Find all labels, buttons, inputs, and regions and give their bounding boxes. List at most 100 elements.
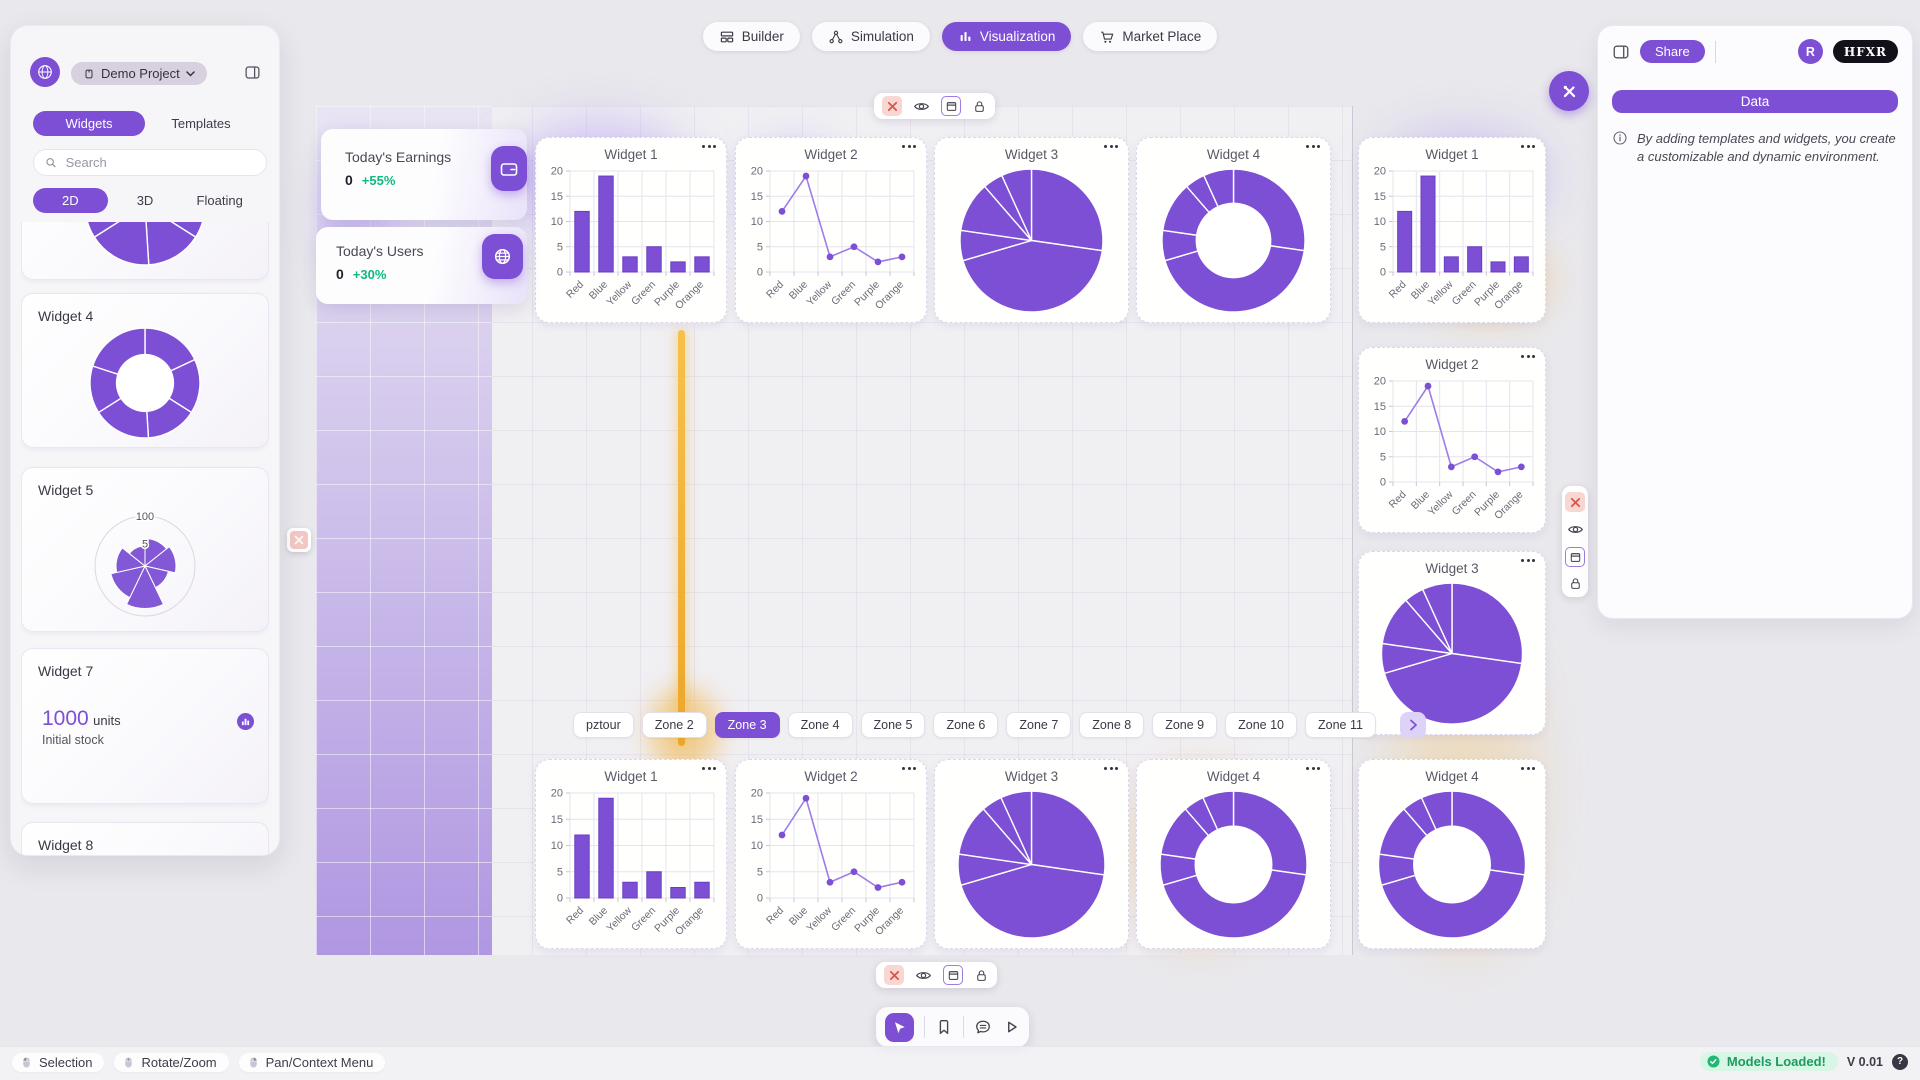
nav-visualization[interactable]: Visualization <box>941 22 1072 51</box>
svg-text:Yellow: Yellow <box>1426 488 1456 518</box>
zone-tab-zone-10[interactable]: Zone 10 <box>1225 712 1297 738</box>
svg-text:0: 0 <box>1380 267 1386 279</box>
zones-next-button[interactable] <box>1399 712 1426 738</box>
zone-tab-zone-5[interactable]: Zone 5 <box>860 712 926 738</box>
svg-text:Yellow: Yellow <box>804 278 834 308</box>
svg-text:Yellow: Yellow <box>604 278 634 308</box>
lock-button[interactable] <box>974 968 989 983</box>
builder-icon <box>719 29 735 45</box>
canvas-widget[interactable]: Widget 1 0 5 10 15 20 Red Blue Yellow Green Purpl… <box>1358 137 1546 323</box>
project-selector[interactable]: Demo Project <box>71 62 207 85</box>
canvas-widget[interactable]: Widget 2 0 5 10 15 20 Red Blue Yellow Green Purpl… <box>735 759 927 949</box>
stat-card-users[interactable]: Today's Users 0 +30% <box>316 227 527 304</box>
zone-tab-zone-3[interactable]: Zone 3 <box>714 712 780 738</box>
widget-menu-button[interactable] <box>902 145 916 148</box>
select-tool-button[interactable] <box>885 1012 914 1042</box>
svg-text:10: 10 <box>751 216 763 228</box>
comment-button[interactable] <box>974 1018 992 1036</box>
canvas-widget[interactable]: Widget 1 0 5 10 15 20 Red Blue Yellow Green Purpl… <box>535 759 727 949</box>
svg-text:15: 15 <box>1374 401 1386 413</box>
zone-tab-zone-9[interactable]: Zone 9 <box>1152 712 1218 738</box>
widget-menu-button[interactable] <box>702 145 716 148</box>
canvas-widget[interactable]: Widget 4 <box>1358 759 1546 949</box>
visibility-button[interactable] <box>913 98 930 115</box>
zone-tab-zone-2[interactable]: Zone 2 <box>641 712 707 738</box>
widget-menu-button[interactable] <box>1521 559 1535 562</box>
delete-button[interactable] <box>882 96 902 116</box>
mini-close-card[interactable] <box>287 528 311 552</box>
data-button[interactable]: Data <box>1612 90 1898 113</box>
nav-builder[interactable]: Builder <box>702 22 800 51</box>
canvas-widget[interactable]: Widget 4 <box>1136 137 1331 323</box>
info-icon <box>1612 130 1628 146</box>
stock-caption: Initial stock <box>42 733 104 747</box>
canvas-widget[interactable]: Widget 2 0 5 10 15 20 Red Blue Yellow Green Purpl… <box>1358 347 1546 533</box>
help-button[interactable]: ? <box>1892 1053 1908 1070</box>
tab-widgets[interactable]: Widgets <box>33 111 145 136</box>
delete-button[interactable] <box>884 965 904 985</box>
widget-icon <box>945 100 958 113</box>
widget-menu-button[interactable] <box>1306 767 1320 770</box>
stat-card-earnings[interactable]: Today's Earnings 0 +55% <box>321 129 527 220</box>
bookmark-button[interactable] <box>935 1018 953 1036</box>
nav-simulation[interactable]: Simulation <box>811 22 930 51</box>
zone-tab-zone-6[interactable]: Zone 6 <box>933 712 999 738</box>
close-icon[interactable] <box>290 531 308 549</box>
canvas-widget[interactable]: Widget 4 <box>1136 759 1331 949</box>
sidebar-widget-8[interactable]: Widget 8 <box>21 822 269 855</box>
canvas-widget[interactable]: Widget 3 <box>934 137 1129 323</box>
search-input[interactable] <box>63 154 255 171</box>
widget-menu-button[interactable] <box>1306 145 1320 148</box>
sidebar-widget-4[interactable]: Widget 4 <box>21 293 269 448</box>
widget-menu-button[interactable] <box>1521 145 1535 148</box>
widget-mode-button[interactable] <box>1565 547 1585 567</box>
sidebar-collapse-icon[interactable] <box>244 64 261 81</box>
widget-menu-button[interactable] <box>1521 767 1535 770</box>
canvas-widget[interactable]: Widget 2 0 5 10 15 20 Red Blue Yellow Green Purpl… <box>735 137 927 323</box>
play-button[interactable] <box>1002 1018 1020 1036</box>
sidebar-widget-7[interactable]: Widget 7 1000 units Initial stock <box>21 648 269 804</box>
chart <box>22 324 268 442</box>
zone-tab-zone-7[interactable]: Zone 7 <box>1006 712 1072 738</box>
widget-menu-button[interactable] <box>1104 767 1118 770</box>
svg-text:Red: Red <box>1387 279 1409 301</box>
widget-menu-button[interactable] <box>702 767 716 770</box>
visibility-button[interactable] <box>915 967 932 984</box>
avatar[interactable]: R <box>1797 39 1823 64</box>
zone-tab-pztour[interactable]: pztour <box>573 712 634 738</box>
tab-templates[interactable]: Templates <box>145 111 257 136</box>
panel-collapse-icon[interactable] <box>1612 43 1630 61</box>
app-logo-globe-icon[interactable] <box>30 57 60 87</box>
zone-tab-zone-8[interactable]: Zone 8 <box>1079 712 1145 738</box>
hint-middle-mouse: Rotate/Zoom <box>114 1053 229 1072</box>
widget-menu-button[interactable] <box>902 767 916 770</box>
svg-text:Yellow: Yellow <box>804 904 834 934</box>
tab-3d[interactable]: 3D <box>108 188 183 213</box>
comment-icon <box>976 1020 990 1034</box>
tab-floating[interactable]: Floating <box>182 188 257 213</box>
sidebar-widget-partial[interactable] <box>21 222 269 280</box>
lock-button[interactable] <box>1568 576 1583 591</box>
mode-tabs: 2D 3D Floating <box>33 188 257 213</box>
tools-button[interactable] <box>1549 71 1589 111</box>
zone-tab-zone-4[interactable]: Zone 4 <box>787 712 853 738</box>
visibility-button[interactable] <box>1567 521 1584 538</box>
canvas-widget[interactable]: Widget 3 <box>934 759 1129 949</box>
search-box[interactable] <box>33 149 267 176</box>
share-button[interactable]: Share <box>1640 40 1705 63</box>
lock-button[interactable] <box>972 99 987 114</box>
widget-chart <box>1366 787 1538 942</box>
nav-market-place[interactable]: Market Place <box>1083 22 1218 51</box>
tab-2d[interactable]: 2D <box>33 188 108 213</box>
delete-button[interactable] <box>1565 492 1585 512</box>
widget-mode-button[interactable] <box>943 965 963 985</box>
svg-text:20: 20 <box>551 788 563 800</box>
widget-menu-button[interactable] <box>1104 145 1118 148</box>
canvas-widget[interactable]: Widget 3 <box>1358 551 1546 735</box>
widget-mode-button[interactable] <box>941 96 961 116</box>
zone-tab-zone-11[interactable]: Zone 11 <box>1305 712 1376 738</box>
sidebar-widget-5[interactable]: Widget 5 100 5 <box>21 467 269 632</box>
canvas-widget[interactable]: Widget 1 0 5 10 15 20 Red Blue Yellow Green Purpl… <box>535 137 727 323</box>
svg-text:5: 5 <box>557 866 563 878</box>
widget-menu-button[interactable] <box>1521 355 1535 358</box>
